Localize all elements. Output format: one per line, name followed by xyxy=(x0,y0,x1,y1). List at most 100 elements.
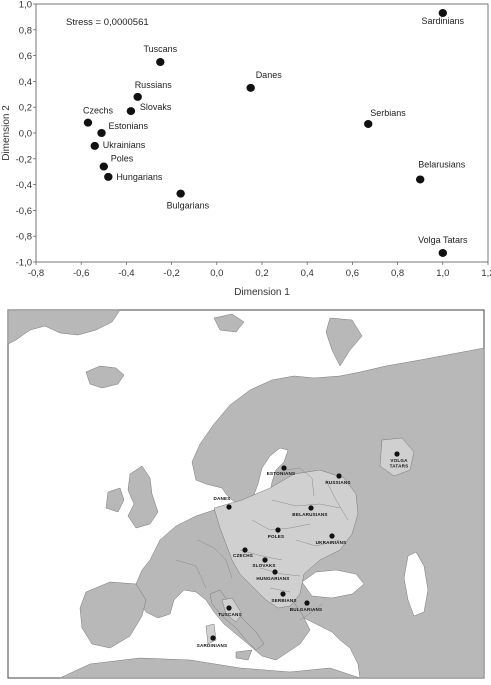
population-label-slovaks: SLOVAKS xyxy=(252,563,275,568)
arctic-island xyxy=(213,313,245,333)
population-marker-tuscans xyxy=(226,605,232,611)
population-label-volga-tatars: TATARS xyxy=(390,464,409,469)
y-tick-label: -0,6 xyxy=(16,206,32,217)
iberia-landmass xyxy=(79,581,147,649)
population-marker-estonians xyxy=(281,465,287,471)
data-point-label: Serbians xyxy=(370,108,406,118)
y-tick-label: 0,2 xyxy=(19,103,32,114)
iceland-landmass xyxy=(85,365,125,389)
y-tick-label: 0,8 xyxy=(19,25,32,36)
data-point xyxy=(364,119,373,128)
population-label-hungarians: HUNGARIANS xyxy=(256,576,289,581)
plot-axes xyxy=(33,3,489,265)
data-point-label: Estonians xyxy=(109,121,149,131)
y-tick-label: 0,0 xyxy=(19,129,32,140)
population-marker-volga-tatars xyxy=(394,451,400,457)
data-point-label: Hungarians xyxy=(116,172,163,182)
data-point xyxy=(438,248,447,257)
population-label-poles: POLES xyxy=(268,534,285,539)
black-sea xyxy=(301,569,365,599)
data-point xyxy=(104,172,113,181)
data-point xyxy=(97,129,106,137)
data-point xyxy=(90,141,99,150)
population-label-danes: DANES xyxy=(213,496,230,501)
population-marker-belarusians xyxy=(308,505,314,511)
data-point xyxy=(416,175,425,184)
population-marker-slovaks xyxy=(262,557,268,563)
data-point-label: Belarusians xyxy=(418,159,466,169)
country-borders xyxy=(175,467,349,621)
data-point-label: Slovaks xyxy=(140,102,172,112)
population-label-estonians: ESTONIANS xyxy=(267,471,296,476)
data-point xyxy=(126,107,136,116)
data-point xyxy=(438,9,447,18)
population-label-sardinians: SARDINIANS xyxy=(197,643,228,648)
data-point-label: Czechs xyxy=(83,106,114,116)
population-marker-sardinians xyxy=(210,635,216,641)
data-point-label: Tuscans xyxy=(143,44,177,54)
y-tick-label: 0,4 xyxy=(19,77,32,88)
population-marker-poles xyxy=(275,527,281,533)
population-marker-serbians xyxy=(280,591,286,597)
population-label-bulgarians: BULGARIANS xyxy=(290,607,323,612)
y-tick-label: -0,4 xyxy=(16,180,32,191)
x-tick-label: 0,2 xyxy=(255,268,268,279)
data-point xyxy=(156,58,165,67)
population-label-serbians: SERBIANS xyxy=(271,598,296,603)
map-base xyxy=(7,309,485,679)
volga-region xyxy=(379,437,415,477)
data-point xyxy=(83,118,93,127)
y-tick-label: -0,2 xyxy=(16,154,32,165)
data-point-label: Danes xyxy=(256,70,283,80)
data-point-label: Russians xyxy=(135,80,173,90)
sardinia-island xyxy=(205,623,217,645)
population-label-tuscans: TUSCANS xyxy=(218,612,242,617)
great-britain-landmass xyxy=(127,465,159,529)
caspian-sea xyxy=(403,551,429,617)
x-tick-label: 0,0 xyxy=(210,268,223,279)
north-africa-landmass xyxy=(59,657,361,679)
population-marker-czechs xyxy=(242,547,248,553)
mds-scatter-plot: -0,8 -0,6 -0,4 -0,2 0,0 0,2 0,4 0,6 0,8 1,0 1,2 1,0… xyxy=(1,0,491,298)
x-axis-title: Dimension 1 xyxy=(234,287,290,298)
tick-labels: -0,8 -0,6 -0,4 -0,2 0,0 0,2 0,4 0,6 0,8 1,0 1,2 1,0… xyxy=(16,0,491,279)
y-tick-label: 0,6 xyxy=(19,51,32,62)
greenland-landmass xyxy=(7,309,121,345)
tuscany-region xyxy=(221,597,243,623)
y-tick-label: -1,0 xyxy=(16,258,32,269)
sicily-island xyxy=(235,649,253,661)
y-tick-label: 1,0 xyxy=(19,0,32,11)
data-points: Sardinians Tuscans Danes Russians Slovaks Cze… xyxy=(83,9,468,257)
stress-annotation: Stress = 0,0000561 xyxy=(66,17,149,28)
data-point-label: Volga Tatars xyxy=(418,235,468,245)
population-marker-ukrainians xyxy=(329,533,335,539)
population-marker-russians xyxy=(336,473,342,479)
x-tick-label: 0,6 xyxy=(346,268,359,279)
x-tick-label: -0,4 xyxy=(118,268,134,279)
x-tick-label: 1,0 xyxy=(436,268,449,279)
population-marker-danes xyxy=(226,504,232,510)
population-marker-hungarians xyxy=(272,569,278,575)
y-axis-title: Dimension 2 xyxy=(1,105,12,161)
novaya-zemlya-landmass xyxy=(325,317,363,367)
data-point-label: Poles xyxy=(111,154,134,164)
data-point-label: Bulgarians xyxy=(167,201,210,211)
data-point xyxy=(176,189,185,198)
data-point-label: Ukrainians xyxy=(103,140,146,150)
population-label-czechs: CZECHS xyxy=(233,553,253,558)
data-point xyxy=(133,92,142,101)
ireland-landmass xyxy=(105,487,125,513)
population-marker-bulgarians xyxy=(304,600,310,606)
x-tick-label: -0,2 xyxy=(163,268,179,279)
x-tick-label: 0,4 xyxy=(301,268,314,279)
population-label-ukrainians: UKRAINIANS xyxy=(316,540,347,545)
y-tick-label: -0,8 xyxy=(16,232,32,243)
population-label-volga-tatars: VOLGA xyxy=(390,458,408,463)
x-tick-label: -0,8 xyxy=(28,268,44,279)
x-tick-label: 1,2 xyxy=(481,268,491,279)
x-tick-label: -0,6 xyxy=(73,268,89,279)
population-label-russians: RUSSIANS xyxy=(325,480,350,485)
x-tick-label: 0,8 xyxy=(391,268,404,279)
